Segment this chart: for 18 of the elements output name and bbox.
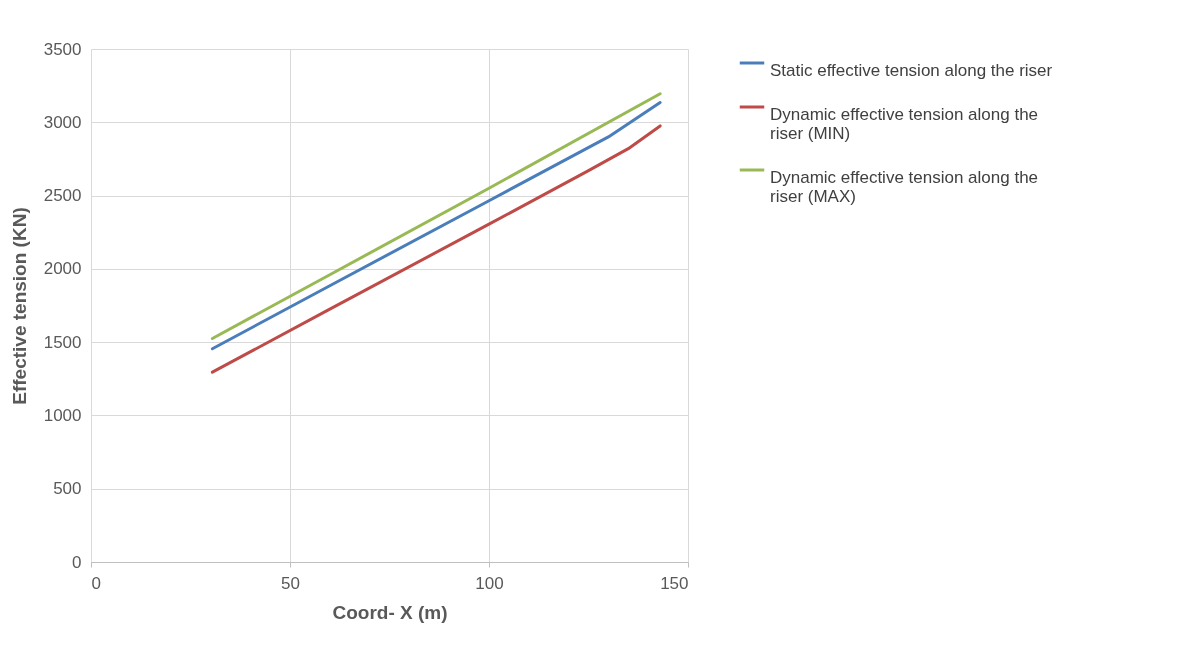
x-tick-label: 50 (281, 573, 300, 593)
legend-label: Static effective tension along the riser (770, 61, 1053, 80)
y-tick-label: 3000 (43, 112, 82, 132)
y-tick-label: 500 (53, 479, 82, 499)
line-series (210, 124, 662, 374)
y-tick-label: 2500 (43, 186, 82, 206)
x-tick-label: 0 (91, 573, 101, 593)
y-tick-label: 0 (72, 552, 82, 572)
x-axis-title: Coord- X (m) (332, 601, 448, 623)
legend-label: Dynamic effective tension along the riser (MIN) (770, 105, 1039, 143)
y-tick-label: 3500 (43, 39, 82, 59)
legend-label: Dynamic effective tension along the riser (MAX) (770, 168, 1039, 206)
x-tick-label: 150 (660, 573, 689, 593)
y-axis-title: Effective tension (KN) (8, 207, 30, 405)
x-tick-label: 100 (475, 573, 504, 593)
y-tick-label: 2000 (43, 259, 82, 279)
y-tick-label: 1500 (43, 332, 82, 352)
y-tick-label: 1000 (43, 405, 82, 425)
